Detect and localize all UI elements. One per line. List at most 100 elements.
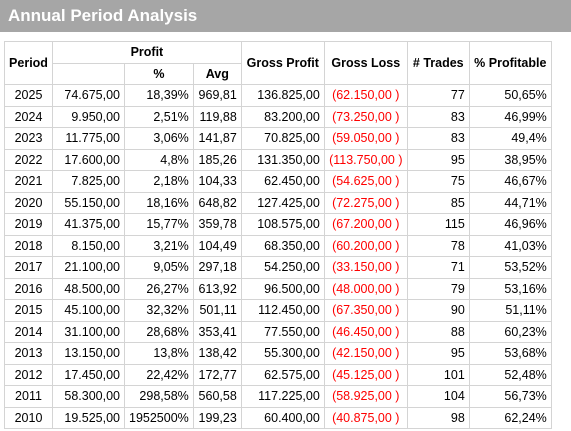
table-row: 2025 74.675,00 18,39% 969,81 136.825,00 (62.1…	[4, 84, 552, 107]
cell-gross-loss: (67.350,00 )	[323, 299, 408, 322]
cell-period: 2010	[4, 406, 53, 429]
cell-gross-loss: (40.875,00 )	[323, 406, 408, 429]
cell-gross-loss: (33.150,00 )	[323, 256, 408, 279]
cell-avg: 501,11	[192, 299, 242, 322]
table-row: 2015 45.100,00 32,32% 501,11 112.450,00 (67.3…	[4, 299, 552, 322]
header-gross-loss: Gross Loss	[323, 41, 408, 85]
cell-gross-profit: 62.450,00	[240, 170, 325, 193]
cell-period: 2013	[4, 342, 53, 365]
cell-period: 2025	[4, 84, 53, 107]
cell-trades: 104	[406, 385, 470, 408]
cell-profit: 17.600,00	[52, 148, 125, 171]
cell-pct-profitable: 62,24%	[468, 406, 552, 429]
cell-trades: 71	[406, 256, 470, 279]
cell-pct-profitable: 41,03%	[468, 234, 552, 257]
cell-gross-profit: 117.225,00	[240, 385, 325, 408]
cell-avg: 172,77	[192, 363, 242, 386]
cell-gross-profit: 136.825,00	[240, 84, 325, 107]
cell-profit-pct: 2,51%	[124, 105, 194, 128]
cell-trades: 101	[406, 363, 470, 386]
cell-profit-pct: 32,32%	[124, 299, 194, 322]
cell-avg: 104,49	[192, 234, 242, 257]
cell-period: 2014	[4, 320, 53, 343]
table-row: 2022 17.600,00 4,8% 185,26 131.350,00 (113.75…	[4, 148, 552, 171]
table-row: 2018 8.150,00 3,21% 104,49 68.350,00 (60.200,…	[4, 234, 552, 257]
header-pct-profitable: % Profitable	[468, 41, 552, 85]
cell-profit-pct: 2,18%	[124, 170, 194, 193]
cell-trades: 83	[406, 105, 470, 128]
cell-gross-loss: (73.250,00 )	[323, 105, 408, 128]
cell-gross-profit: 54.250,00	[240, 256, 325, 279]
cell-period: 2017	[4, 256, 53, 279]
cell-trades: 90	[406, 299, 470, 322]
cell-avg: 613,92	[192, 277, 242, 300]
cell-gross-loss: (72.275,00 )	[323, 191, 408, 214]
cell-gross-profit: 112.450,00	[240, 299, 325, 322]
cell-avg: 359,78	[192, 213, 242, 236]
cell-gross-loss: (46.450,00 )	[323, 320, 408, 343]
cell-avg: 104,33	[192, 170, 242, 193]
cell-avg: 297,18	[192, 256, 242, 279]
table-row: 2020 55.150,00 18,16% 648,82 127.425,00 (72.2…	[4, 191, 552, 214]
cell-trades: 115	[406, 213, 470, 236]
cell-period: 2012	[4, 363, 53, 386]
cell-gross-loss: (42.150,00 )	[323, 342, 408, 365]
cell-pct-profitable: 53,16%	[468, 277, 552, 300]
cell-gross-profit: 70.825,00	[240, 127, 325, 150]
cell-avg: 119,88	[192, 105, 242, 128]
cell-gross-profit: 62.575,00	[240, 363, 325, 386]
cell-gross-loss: (60.200,00 )	[323, 234, 408, 257]
header-period: Period	[4, 41, 53, 85]
cell-period: 2024	[4, 105, 53, 128]
cell-gross-profit: 127.425,00	[240, 191, 325, 214]
cell-avg: 560,58	[192, 385, 242, 408]
cell-avg: 353,41	[192, 320, 242, 343]
cell-pct-profitable: 50,65%	[468, 84, 552, 107]
cell-gross-loss: (48.000,00 )	[323, 277, 408, 300]
table-row: 2014 31.100,00 28,68% 353,41 77.550,00 (46.45…	[4, 320, 552, 343]
cell-avg: 185,26	[192, 148, 242, 171]
header-pct: %	[124, 62, 194, 85]
cell-avg: 969,81	[192, 84, 242, 107]
cell-profit-pct: 18,16%	[124, 191, 194, 214]
cell-profit: 9.950,00	[52, 105, 125, 128]
cell-profit: 41.375,00	[52, 213, 125, 236]
cell-trades: 95	[406, 148, 470, 171]
cell-pct-profitable: 46,99%	[468, 105, 552, 128]
cell-profit: 58.300,00	[52, 385, 125, 408]
cell-profit-pct: 4,8%	[124, 148, 194, 171]
cell-gross-loss: (67.200,00 )	[323, 213, 408, 236]
cell-avg: 138,42	[192, 342, 242, 365]
cell-pct-profitable: 38,95%	[468, 148, 552, 171]
cell-trades: 95	[406, 342, 470, 365]
cell-gross-profit: 83.200,00	[240, 105, 325, 128]
cell-profit: 45.100,00	[52, 299, 125, 322]
table-row: 2012 17.450,00 22,42% 172,77 62.575,00 (45.12…	[4, 363, 552, 386]
cell-trades: 83	[406, 127, 470, 150]
cell-profit-pct: 3,21%	[124, 234, 194, 257]
cell-period: 2023	[4, 127, 53, 150]
cell-pct-profitable: 53,68%	[468, 342, 552, 365]
cell-trades: 79	[406, 277, 470, 300]
cell-gross-profit: 96.500,00	[240, 277, 325, 300]
cell-pct-profitable: 53,52%	[468, 256, 552, 279]
cell-profit: 11.775,00	[52, 127, 125, 150]
cell-profit-pct: 15,77%	[124, 213, 194, 236]
cell-pct-profitable: 49,4%	[468, 127, 552, 150]
cell-trades: 75	[406, 170, 470, 193]
cell-profit-pct: 1952500%	[124, 406, 194, 429]
header-avg: Avg	[192, 62, 242, 85]
cell-profit: 7.825,00	[52, 170, 125, 193]
cell-pct-profitable: 44,71%	[468, 191, 552, 214]
cell-gross-loss: (58.925,00 )	[323, 385, 408, 408]
cell-gross-loss: (59.050,00 )	[323, 127, 408, 150]
cell-profit-pct: 3,06%	[124, 127, 194, 150]
cell-gross-profit: 131.350,00	[240, 148, 325, 171]
table-row: 2024 9.950,00 2,51% 119,88 83.200,00 (73.250,…	[4, 105, 552, 128]
cell-trades: 85	[406, 191, 470, 214]
cell-trades: 78	[406, 234, 470, 257]
table-row: 2017 21.100,00 9,05% 297,18 54.250,00 (33.150…	[4, 256, 552, 279]
cell-gross-profit: 68.350,00	[240, 234, 325, 257]
cell-profit: 13.150,00	[52, 342, 125, 365]
cell-period: 2022	[4, 148, 53, 171]
